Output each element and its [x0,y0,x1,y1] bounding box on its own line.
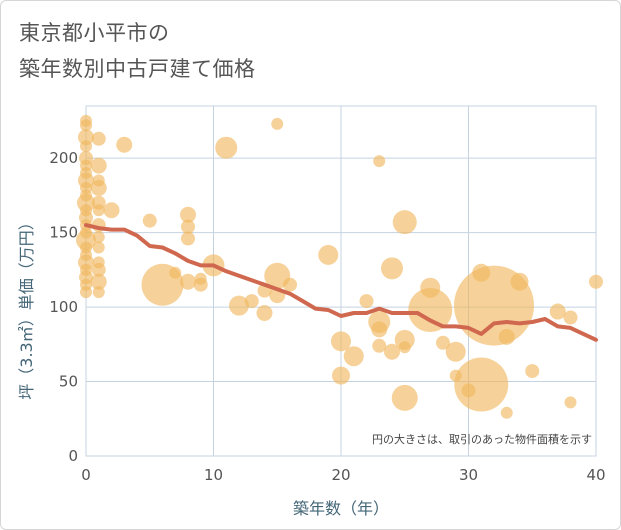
data-bubble [398,341,411,354]
y-tick-label: 150 [49,224,78,242]
data-bubble [194,272,207,285]
data-bubble [436,335,450,350]
trend-line-layer [84,223,598,342]
x-tick-label: 0 [81,466,91,484]
data-bubble [229,295,249,316]
data-bubble [80,286,92,299]
x-tick-label: 30 [459,466,478,484]
data-bubble [92,241,105,254]
data-bubble [372,338,387,353]
data-bubble [472,263,491,282]
data-bubble [371,321,388,338]
data-bubble [461,383,476,398]
data-bubble [80,189,92,202]
data-bubble [116,136,133,153]
data-bubble [359,294,374,309]
data-bubble [391,384,418,411]
data-bubble [500,406,513,419]
data-bubble [80,226,92,239]
data-bubble [80,263,92,276]
data-bubble [142,213,157,228]
y-tick-label: 0 [68,447,78,465]
data-bubble [563,310,578,325]
data-bubble [92,204,105,217]
data-bubble [318,244,339,265]
data-bubble [564,396,577,409]
data-bubble [80,140,92,153]
trend-line [84,223,598,342]
data-bubble [392,210,417,235]
data-bubble [180,273,196,290]
data-bubble [454,357,509,412]
x-tick-label: 40 [586,466,605,484]
data-bubble [181,231,195,246]
data-bubble [408,288,453,333]
x-tick-labels: 0 10 20 30 40 [81,466,605,484]
data-bubble [525,364,540,379]
data-bubble [373,155,386,168]
y-tick-label: 100 [49,298,78,316]
data-bubble [92,174,105,187]
data-bubble [180,206,196,223]
data-bubble [271,117,284,130]
x-axis-label: 築年数（年） [293,499,389,518]
data-bubble [92,231,105,244]
data-bubble [215,136,238,159]
data-bubble [445,341,466,362]
data-bubble [91,131,106,146]
data-bubble [181,219,195,234]
chart-title: 東京都小平市の 築年数別中古戸建て価格 [19,15,256,87]
chart-title-line-1: 東京都小平市の [19,21,170,45]
data-bubble [244,294,259,309]
data-bubble [90,273,107,290]
data-bubble [80,119,92,132]
data-bubble [331,331,351,352]
data-bubble [510,272,529,291]
y-axis-label: 坪（3.3㎡）単価（万円） [17,214,36,399]
data-bubble [449,369,462,382]
data-bubble [420,277,441,298]
data-bubble [92,256,105,269]
data-bubble [90,157,107,174]
data-bubble [169,266,182,279]
bubble-points [76,114,603,419]
data-bubble [92,286,105,299]
y-tick-label: 50 [59,373,78,391]
data-bubble [80,204,92,217]
bubble-size-note: 円の大きさは、取引のあった物件面積を示す [372,432,592,446]
x-tick-label: 10 [204,466,223,484]
data-bubble [589,274,603,289]
data-bubble [498,328,515,345]
data-bubble [80,167,92,180]
data-bubble [103,202,120,219]
data-bubble [80,248,92,261]
x-tick-label: 20 [331,466,350,484]
data-bubble [343,346,364,367]
y-tick-labels: 0 50 100 150 200 [49,149,78,465]
data-bubble [384,343,400,360]
data-bubble [256,305,273,322]
data-bubble [78,129,94,146]
data-bubble [283,277,297,292]
chart-title-line-2: 築年数別中古戸建て価格 [19,57,256,81]
y-tick-label: 200 [49,149,78,167]
data-bubble [332,366,350,385]
data-bubble [549,303,566,320]
data-bubble [381,257,403,280]
